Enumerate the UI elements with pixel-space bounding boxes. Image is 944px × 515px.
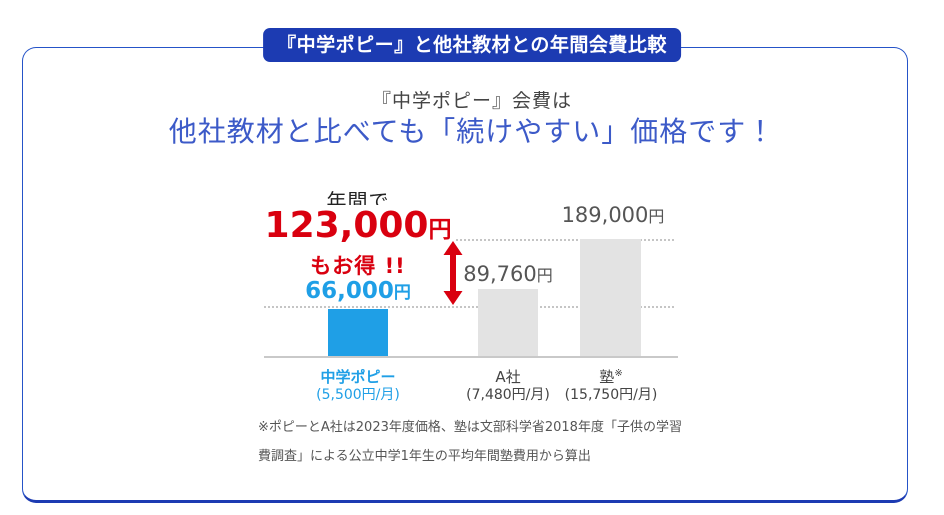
value-label-company-a: 89,760円 [448, 262, 568, 286]
poppy-amount-unit: 円 [393, 283, 411, 303]
asha-amount-unit: 円 [536, 266, 553, 285]
juku-amount-value: 189,000 [561, 203, 649, 227]
footnote-line-2: 費調査」による公立中学1年生の平均年間塾費用から算出 [258, 449, 591, 464]
value-label-juku: 189,000円 [551, 203, 675, 227]
poppy-name: 中学ポピー [320, 368, 396, 386]
asha-name: A社 [495, 368, 521, 386]
gridline-189000 [264, 239, 674, 241]
axis-label-chugaku-poppy: 中学ポピー (5,500円/月) [288, 365, 428, 404]
juku-note: ※ [614, 368, 623, 379]
savings-tail-label: もお得 !! [310, 254, 406, 278]
headline-main: 他社教材と比べても「続けやすい」価格です！ [168, 115, 776, 148]
savings-amount-label: 123,000円 [238, 205, 478, 247]
savings-amount-unit: 円 [428, 217, 452, 243]
headline-sub: 『中学ポピー』会費は [371, 90, 572, 112]
axis-label-juku: 塾※ (15,750円/月) [541, 365, 681, 404]
juku-name: 塾 [599, 368, 615, 386]
chart-baseline [264, 356, 678, 358]
asha-monthly-fee: (7,480円/月) [466, 387, 550, 403]
footnote-line-1: ※ポピーとA社は2023年度価格、塾は文部科学省2018年度「子供の学習 [258, 420, 682, 435]
savings-range-arrow-icon [443, 241, 463, 305]
asha-amount-value: 89,760 [463, 262, 537, 286]
bar-juku [580, 239, 641, 356]
juku-amount-unit: 円 [648, 207, 665, 226]
gridline-66000 [264, 306, 674, 308]
poppy-amount-value: 66,000 [305, 278, 394, 304]
footnote: ※ポピーとA社は2023年度価格、塾は文部科学省2018年度「子供の学習 費調査… [258, 413, 688, 471]
savings-amount-value: 123,000 [264, 205, 429, 246]
comparison-card [22, 47, 908, 503]
juku-monthly-fee: (15,750円/月) [564, 387, 658, 403]
section-title-banner: 『中学ポピー』と他社教材との年間会費比較 [263, 28, 681, 62]
value-label-chugaku-poppy: 66,000円 [238, 278, 478, 304]
bar-company-a [478, 289, 538, 356]
bar-chugaku-poppy [328, 309, 388, 356]
axis-label-company-a: A社 (7,480円/月) [438, 365, 578, 404]
poppy-monthly-fee: (5,500円/月) [316, 387, 400, 403]
